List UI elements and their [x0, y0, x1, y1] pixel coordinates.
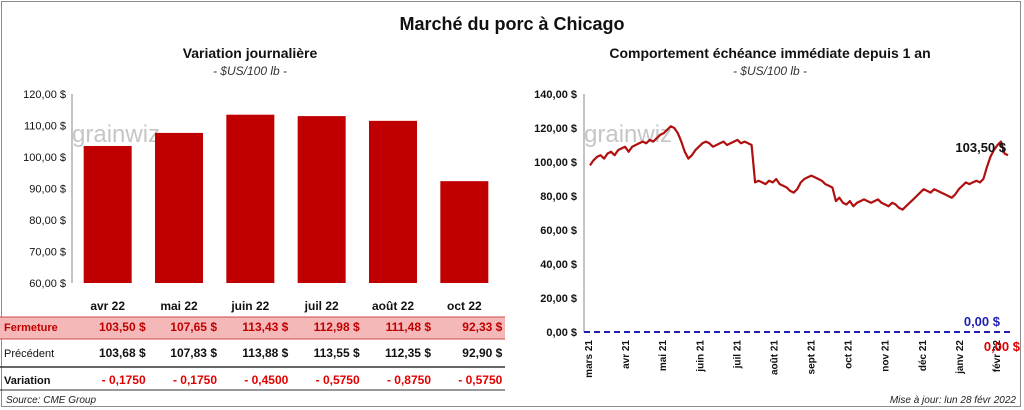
x-month-label: août 21: [769, 340, 780, 375]
table-cell: 92,33 $: [462, 320, 502, 334]
x-category-label: oct 22: [447, 299, 482, 313]
y-tick-label: 20,00 $: [540, 293, 577, 305]
x-month-label: janv 22: [955, 340, 966, 375]
y-tick-label: 40,00 $: [540, 259, 577, 271]
y-tick-label: 60,00 $: [540, 225, 577, 237]
x-month-label: oct 21: [844, 340, 855, 369]
x-month-label: sept 21: [807, 340, 818, 375]
left-chart-subtitle: Variation journalière: [182, 45, 318, 61]
x-category-label: août 22: [372, 299, 414, 313]
bar: [369, 120, 417, 283]
table-cell: 112,35 $: [385, 346, 431, 360]
table-row-label: Précédent: [4, 348, 54, 360]
watermark-left: grainwiz: [72, 121, 160, 148]
y-tick-label: 120,00 $: [534, 123, 577, 135]
y-tick-label: 100,00 $: [23, 152, 66, 164]
table-cell: 113,55 $: [314, 346, 360, 360]
y-tick-label: 80,00 $: [29, 215, 66, 227]
zero-variation-label: 0,00 $: [984, 339, 1021, 354]
left-chart-unit: - $US/100 lb -: [212, 64, 288, 78]
table-row-label: Fermeture: [4, 322, 58, 334]
series-line: [589, 125, 1009, 211]
x-month-label: juil 21: [732, 340, 743, 370]
right-chart-subtitle: Comportement échéance immédiate depuis 1…: [609, 45, 931, 61]
bar: [226, 114, 275, 284]
bar: [297, 116, 346, 283]
x-month-label: juin 21: [695, 340, 706, 373]
fermeture-row-highlight: [0, 317, 505, 339]
bar: [155, 132, 203, 283]
page-title: Marché du porc à Chicago: [399, 14, 625, 34]
table-cell: 113,88 $: [242, 346, 288, 360]
x-month-label: nov 21: [881, 340, 892, 372]
table-cell: - 0,1750: [173, 373, 217, 387]
source-note: Source: CME Group: [6, 395, 97, 406]
table-cell: 111,48 $: [386, 320, 432, 334]
table-cell: 92,90 $: [462, 346, 502, 360]
bar: [440, 181, 489, 283]
table-cell: - 0,5750: [458, 373, 502, 387]
x-category-label: avr 22: [90, 299, 125, 313]
y-tick-label: 100,00 $: [534, 157, 577, 169]
table-cell: - 0,1750: [102, 373, 146, 387]
y-tick-label: 0,00 $: [546, 327, 577, 339]
y-tick-label: 70,00 $: [29, 247, 66, 259]
update-note: Mise à jour: lun 28 févr 2022: [889, 395, 1016, 406]
table-cell: 113,43 $: [242, 320, 288, 334]
table-cell: 103,50 $: [99, 320, 146, 334]
y-tick-label: 90,00 $: [29, 184, 66, 196]
y-tick-label: 110,00 $: [24, 121, 66, 133]
y-tick-label: 60,00 $: [29, 278, 66, 290]
watermark-right: grainwiz: [584, 121, 672, 148]
x-category-label: juil 22: [304, 299, 339, 313]
table-cell: - 0,8750: [387, 373, 431, 387]
right-chart-unit: - $US/100 lb -: [732, 64, 808, 78]
table-cell: - 0,5750: [316, 373, 360, 387]
table-row-label: Variation: [4, 375, 51, 387]
x-month-label: mars 21: [584, 340, 595, 378]
table-cell: 103,68 $: [99, 346, 146, 360]
x-month-label: mai 21: [658, 340, 669, 372]
x-month-label: avr 21: [621, 340, 632, 369]
x-month-label: févr 22: [992, 340, 1003, 373]
zero-value-label: 0,00 $: [964, 314, 1001, 329]
y-tick-label: 140,00 $: [534, 89, 577, 101]
table-cell: 107,83 $: [170, 346, 217, 360]
table-cell: 112,98 $: [314, 320, 360, 334]
bar: [83, 145, 132, 283]
last-value-label: 103,50 $: [955, 140, 1006, 155]
y-tick-label: 80,00 $: [540, 191, 577, 203]
x-category-label: mai 22: [160, 299, 198, 313]
table-cell: - 0,4500: [244, 373, 288, 387]
x-month-label: déc 21: [918, 340, 929, 372]
x-category-label: juin 22: [230, 299, 269, 313]
table-cell: 107,65 $: [170, 320, 217, 334]
y-tick-label: 120,00 $: [23, 89, 66, 101]
